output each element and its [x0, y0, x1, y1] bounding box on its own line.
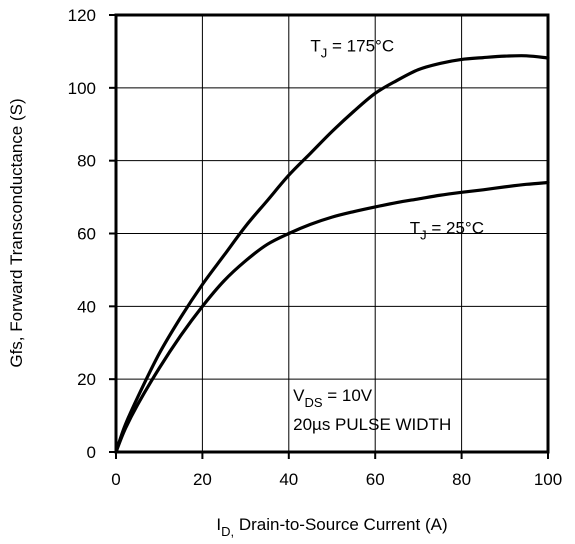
y-tick-label: 120	[68, 6, 96, 25]
y-axis-title: Gfs, Forward Transconductance (S)	[7, 98, 26, 367]
x-tick-label: 100	[534, 470, 562, 489]
y-tick-label: 0	[87, 443, 96, 462]
y-tick-label: 40	[77, 297, 96, 316]
y-tick-label: 20	[77, 370, 96, 389]
y-tick-label: 100	[68, 79, 96, 98]
y-tick-label: 60	[77, 225, 96, 244]
x-tick-label: 60	[366, 470, 385, 489]
x-axis-title: ID, Drain-to-Source Current (A)	[216, 515, 447, 539]
x-axis-title-rest: Drain-to-Source Current (A)	[234, 515, 448, 534]
x-tick-label: 40	[279, 470, 298, 489]
x-axis-title-sub: D,	[221, 524, 234, 539]
annotation-tj25: TJ = 25°C	[410, 219, 484, 243]
annotation-layer: TJ = 175°C TJ = 25°C VDS = 10V 20µs PULSE W…	[293, 36, 484, 434]
x-tick-label: 80	[452, 470, 471, 489]
y-tick-label: 80	[77, 152, 96, 171]
x-tick-label: 0	[111, 470, 120, 489]
annotation-vds: VDS = 10V	[293, 386, 373, 410]
annotation-pulse: 20µs PULSE WIDTH	[293, 415, 451, 434]
x-tick-label: 20	[193, 470, 212, 489]
annotation-tj175: TJ = 175°C	[310, 36, 394, 60]
